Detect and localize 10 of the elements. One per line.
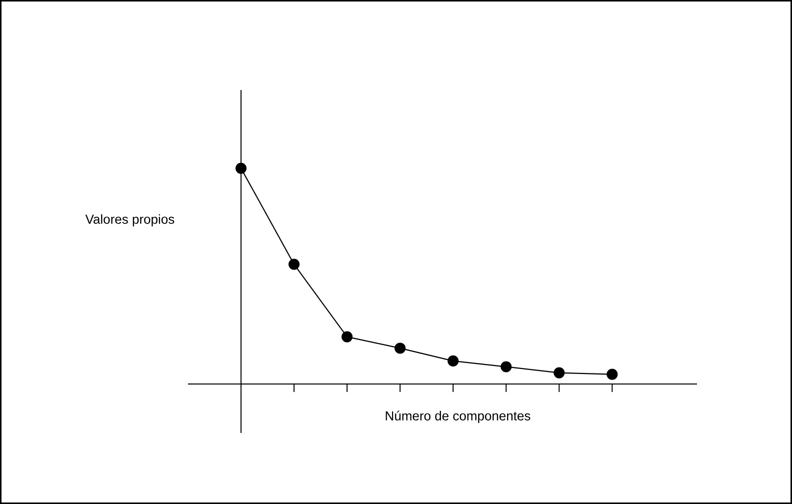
point: [342, 331, 353, 342]
point: [288, 258, 300, 270]
y-axis-title: Valores propios: [85, 214, 174, 226]
point: [394, 342, 406, 354]
point: [448, 355, 459, 366]
point: [554, 367, 565, 378]
point: [235, 162, 247, 174]
x-axis-title: Número de componentes: [386, 410, 530, 424]
point: [500, 361, 512, 372]
point: [606, 368, 618, 380]
